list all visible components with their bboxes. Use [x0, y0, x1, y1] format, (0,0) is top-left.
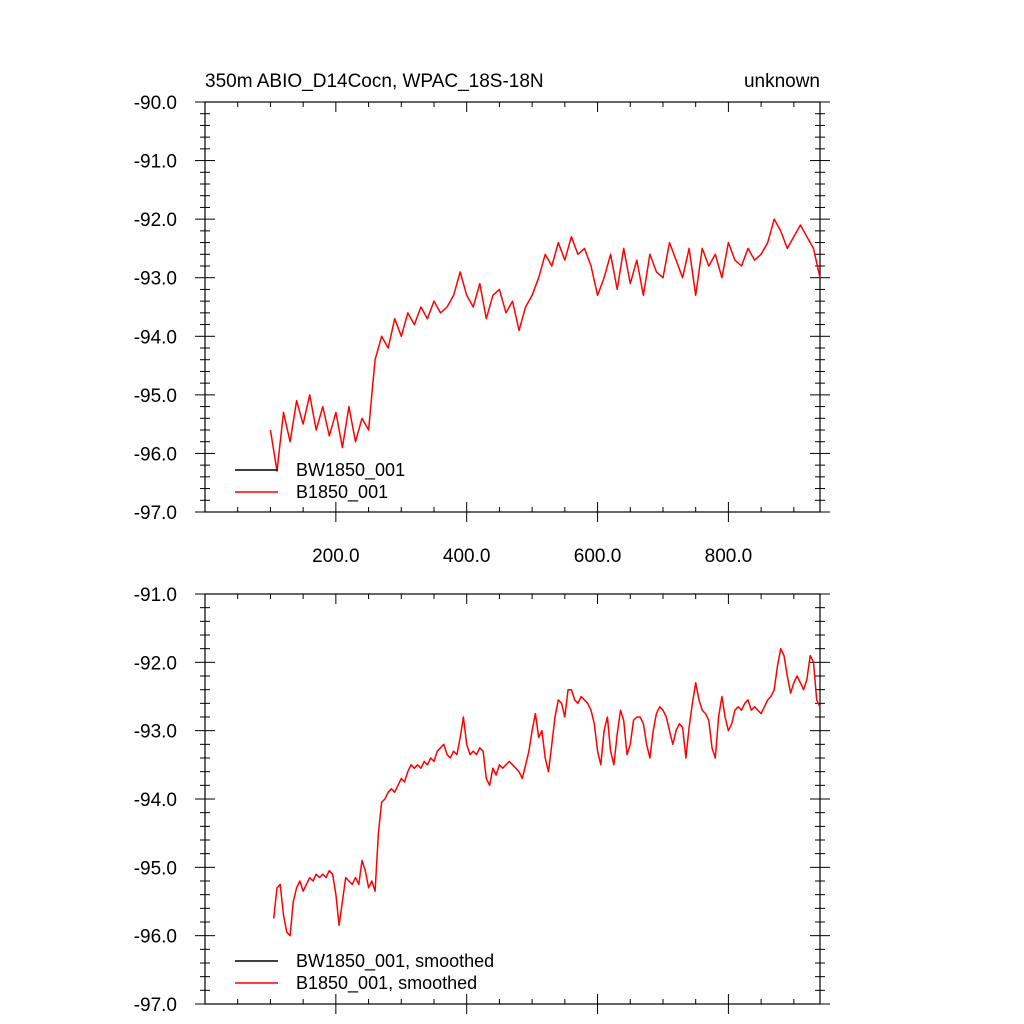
- series-line-b1850-001: [269, 218, 821, 472]
- legend-label-bw1850-smoothed: BW1850_001, smoothed: [296, 951, 494, 972]
- legend-label-bw1850: BW1850_001: [296, 460, 405, 481]
- y-tick-label: -94.0: [134, 790, 177, 811]
- y-tick-label: -90.0: [134, 93, 177, 114]
- chart-title: 350m ABIO_D14Cocn, WPAC_18S-18N: [205, 71, 544, 92]
- y-tick-label: -97.0: [134, 995, 177, 1016]
- bottom-plot-frame: [204, 593, 821, 1005]
- top-legend: BW1850_001 B1850_001: [235, 460, 405, 503]
- top-x-tick-labels: 200.0 400.0 600.0 800.0: [312, 546, 752, 567]
- top-plot-frame: [204, 101, 821, 513]
- top-y-tick-labels: -90.0 -91.0 -92.0 -93.0 -94.0 -95.0 -96.0 -97.0: [134, 93, 177, 524]
- bottom-axis-ticks: [195, 593, 830, 1014]
- y-tick-label: -97.0: [134, 503, 177, 524]
- y-tick-label: -96.0: [134, 444, 177, 465]
- y-tick-label: -93.0: [134, 722, 177, 743]
- bottom-y-tick-labels: -91.0 -92.0 -93.0 -94.0 -95.0 -96.0 -97.0: [134, 585, 177, 1016]
- x-tick-label: 400.0: [443, 546, 491, 567]
- series-line-b1850-001-smoothed: [272, 647, 821, 937]
- bottom-legend: BW1850_001, smoothed B1850_001, smoothed: [235, 951, 494, 994]
- y-tick-label: -96.0: [134, 927, 177, 948]
- legend-label-b1850: B1850_001: [296, 482, 388, 503]
- top-axis-ticks: [195, 101, 830, 522]
- y-tick-label: -91.0: [134, 585, 177, 606]
- top-series: [269, 218, 821, 472]
- x-tick-label: 600.0: [574, 546, 622, 567]
- chart-title-right: unknown: [744, 71, 820, 92]
- bottom-series: [272, 647, 821, 937]
- top-panel: 350m ABIO_D14Cocn, WPAC_18S-18N unknown …: [134, 71, 830, 567]
- y-tick-label: -95.0: [134, 858, 177, 879]
- y-tick-label: -93.0: [134, 269, 177, 290]
- legend-label-b1850-smoothed: B1850_001, smoothed: [296, 973, 477, 994]
- x-tick-label: 800.0: [705, 546, 753, 567]
- bottom-panel: -91.0 -92.0 -93.0 -94.0 -95.0 -96.0 -97.0 BW18…: [134, 585, 830, 1016]
- x-tick-label: 200.0: [312, 546, 360, 567]
- y-tick-label: -95.0: [134, 386, 177, 407]
- y-tick-label: -91.0: [134, 152, 177, 173]
- y-tick-label: -92.0: [134, 653, 177, 674]
- y-tick-label: -92.0: [134, 210, 177, 231]
- y-tick-label: -94.0: [134, 327, 177, 348]
